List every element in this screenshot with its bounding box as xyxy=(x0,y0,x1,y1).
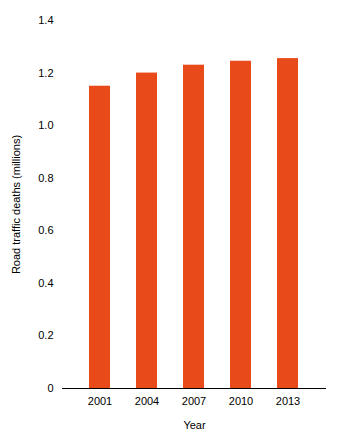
svg-text:1.0: 1.0 xyxy=(38,119,53,131)
svg-text:1.4: 1.4 xyxy=(38,14,53,26)
svg-text:2004: 2004 xyxy=(135,395,159,407)
svg-text:1.2: 1.2 xyxy=(38,67,53,79)
svg-text:0.8: 0.8 xyxy=(38,172,53,184)
svg-text:2013: 2013 xyxy=(276,395,300,407)
svg-text:0.4: 0.4 xyxy=(38,277,53,289)
svg-text:2001: 2001 xyxy=(88,395,112,407)
svg-text:2007: 2007 xyxy=(182,395,206,407)
svg-text:0.6: 0.6 xyxy=(38,224,53,236)
svg-text:Year: Year xyxy=(183,419,206,431)
svg-text:Road traffic deaths (millions): Road traffic deaths (millions) xyxy=(10,135,22,274)
svg-text:2010: 2010 xyxy=(229,395,253,407)
svg-text:0.2: 0.2 xyxy=(38,329,53,341)
svg-text:0: 0 xyxy=(47,382,53,394)
